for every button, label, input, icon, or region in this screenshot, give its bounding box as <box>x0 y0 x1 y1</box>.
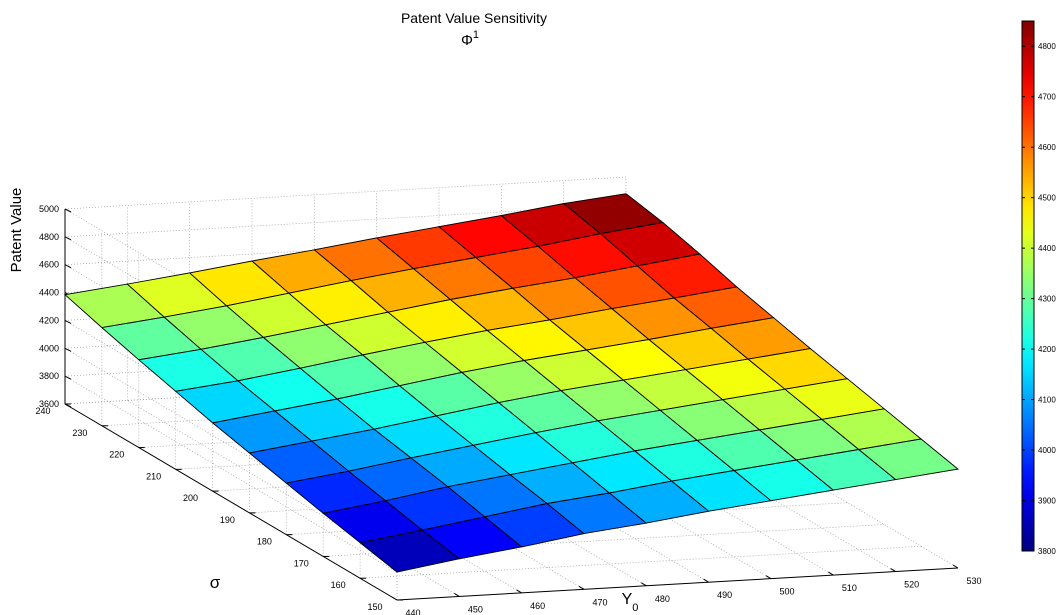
colorbar: 3800 3900 4000 4100 4200 4300 4400 4500 4600 4700… <box>1021 20 1056 556</box>
chart-subtitle: Φ1 <box>461 29 479 49</box>
colorbar-tick-label: 4300 <box>1038 295 1056 304</box>
z-tick-label: 5000 <box>39 204 59 214</box>
chart-title: Patent Value Sensitivity <box>401 10 547 26</box>
x-tick <box>391 596 398 601</box>
x-tick <box>454 593 460 597</box>
y-tick-label: 200 <box>183 493 198 503</box>
x-tick-label: 520 <box>904 580 919 590</box>
x-tick <box>703 578 709 583</box>
grid-line <box>64 176 627 210</box>
chart-subtitle-sup: 1 <box>473 29 479 41</box>
x-tick-label: 530 <box>966 576 981 586</box>
x-tick <box>952 564 959 569</box>
x-tick-label: 470 <box>592 597 607 607</box>
grid-line <box>64 375 398 573</box>
surface-patch <box>857 438 960 481</box>
colorbar-tick-label: 4700 <box>1038 93 1056 102</box>
z-tick <box>64 375 72 380</box>
z-tick <box>64 236 72 241</box>
x-tick <box>516 589 522 594</box>
chart-subtitle-main: Φ <box>461 32 473 49</box>
y-tick-label: 240 <box>35 406 50 416</box>
x-tick-label: 440 <box>405 608 420 615</box>
y-tick-label: 170 <box>294 558 309 568</box>
x-tick-label: 510 <box>842 583 857 593</box>
z-tick-label: 4200 <box>39 315 59 325</box>
y-axis-label: σ <box>210 573 221 592</box>
colorbar-tick-label: 4100 <box>1038 396 1056 405</box>
x-axis-label-main: Y <box>622 591 633 608</box>
x-tick-label: 460 <box>530 601 545 611</box>
colorbar-tick-label: 4800 <box>1038 42 1056 51</box>
x-tick <box>578 585 585 590</box>
z-tick <box>64 347 72 352</box>
colorbar-tick-label: 3900 <box>1038 497 1056 506</box>
z-axis-label: Patent Value <box>8 188 25 273</box>
y-tick-label: 230 <box>72 428 87 438</box>
colorbar-tick-label: 4200 <box>1038 345 1056 354</box>
z-tick <box>64 319 72 324</box>
z-tick <box>64 208 72 213</box>
colorbar-tick-label: 3800 <box>1038 547 1056 556</box>
x-axis-label-sub: 0 <box>632 602 638 614</box>
x-tick <box>641 582 647 587</box>
x-axis-label: Y0 <box>622 591 639 614</box>
x-axis-line <box>396 567 959 601</box>
x-tick-label: 450 <box>468 604 483 614</box>
x-tick-label: 490 <box>717 590 732 600</box>
colorbar-tick-label: 4500 <box>1038 194 1056 203</box>
z-tick-label: 3800 <box>39 371 59 381</box>
x-tick-label: 500 <box>779 587 794 597</box>
x-tick <box>890 568 896 572</box>
surface-patches <box>64 193 960 573</box>
y-tick-label: 210 <box>146 471 161 481</box>
y-tick-label: 160 <box>331 580 346 590</box>
z-tick-label: 4800 <box>39 232 59 242</box>
z-tick-label: 4600 <box>39 260 59 270</box>
y-axis-line <box>64 403 398 601</box>
y-tick-label: 220 <box>109 450 124 460</box>
colorbar-tick-label: 4600 <box>1038 143 1056 152</box>
grid-line <box>360 545 922 579</box>
x-tick <box>765 575 772 580</box>
grid-line <box>64 347 398 545</box>
x-tick-label: 480 <box>655 594 670 604</box>
z-tick-label: 3600 <box>39 399 59 409</box>
colorbar-gradient <box>1021 20 1035 552</box>
z-tick-label: 4400 <box>39 288 59 298</box>
colorbar-tick-label: 4000 <box>1038 446 1056 455</box>
grid-line <box>127 400 460 597</box>
y-tick-label: 150 <box>367 602 382 612</box>
y-tick-label: 180 <box>257 537 272 547</box>
x-tick <box>828 571 834 576</box>
z-tick-label: 4000 <box>39 343 59 353</box>
z-tick <box>64 264 72 269</box>
y-tick-label: 190 <box>220 515 235 525</box>
colorbar-tick-label: 4400 <box>1038 244 1056 253</box>
